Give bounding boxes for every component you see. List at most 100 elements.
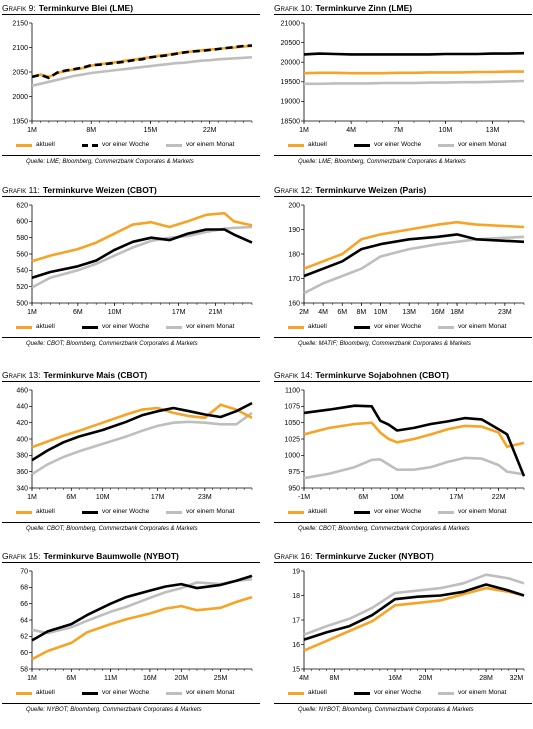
chart-panel: Grafik 10: Terminkurve Zinn (LME) 18500 190… bbox=[274, 3, 532, 181]
legend-swatch bbox=[288, 144, 304, 147]
series-line-vor-einer-Woche bbox=[31, 44, 253, 80]
legend-label: vor einer Woche bbox=[102, 689, 150, 696]
source-note: Quelle: CBOT; Bloomberg, Commerzbank Cor… bbox=[26, 341, 198, 347]
x-tick-label: 4M bbox=[318, 309, 328, 316]
figure-number: 11: bbox=[28, 185, 40, 195]
y-tick-label: 440 bbox=[16, 404, 28, 411]
y-tick-label: 420 bbox=[16, 420, 28, 427]
x-tick-label: 6M bbox=[66, 675, 76, 682]
x-tick-label: 22M bbox=[492, 494, 506, 501]
x-tick-label: 20M bbox=[174, 675, 188, 682]
legend-label: vor einem Monat bbox=[458, 689, 507, 696]
bottom-rule bbox=[2, 703, 260, 704]
x-tick-label: 22M bbox=[203, 127, 217, 134]
series-line-vor-einer-Woche bbox=[303, 51, 525, 56]
legend-label: vor einem Monat bbox=[186, 689, 235, 696]
y-tick-label: 20500 bbox=[281, 40, 301, 47]
figure-title: Terminkurve Weizen (Paris) bbox=[315, 185, 427, 195]
x-tick-label: 28M bbox=[479, 675, 493, 682]
y-tick-label: 66 bbox=[20, 601, 28, 608]
legend-swatch bbox=[166, 326, 182, 329]
title-rule bbox=[274, 14, 532, 15]
bottom-rule bbox=[274, 337, 532, 338]
legend-label: aktuell bbox=[308, 689, 327, 696]
series-line-aktuell bbox=[303, 586, 525, 652]
series-line-vor-einem-Monat bbox=[304, 79, 525, 86]
series-line-aktuell bbox=[31, 44, 253, 79]
x-tick-label: 32M bbox=[510, 675, 524, 682]
figure-label: Grafik bbox=[274, 3, 299, 13]
legend: aktuell vor einer Woche vor einem Monat bbox=[288, 689, 528, 699]
chart-panel: Grafik 9: Terminkurve Blei (LME) 1950 2000 2… bbox=[2, 3, 260, 181]
figure-title: Terminkurve Zinn (LME) bbox=[315, 3, 413, 13]
source-note: Quelle: NYBOT; Bloomberg, Commerzbank Co… bbox=[26, 707, 202, 713]
y-tick-label: 70 bbox=[20, 568, 28, 575]
y-tick-label: 68 bbox=[20, 585, 28, 592]
x-tick-label: 15M bbox=[144, 127, 158, 134]
legend-label: vor einer Woche bbox=[102, 508, 150, 515]
source-note: Quelle: MATIF; Bloomberg, Commerzbank Co… bbox=[298, 341, 471, 347]
legend-label: aktuell bbox=[36, 141, 55, 148]
legend: aktuell vor einer Woche vor einem Monat bbox=[16, 323, 256, 333]
y-tick-label: 400 bbox=[16, 436, 28, 443]
legend-label: vor einer Woche bbox=[374, 689, 422, 696]
legend-swatch bbox=[166, 692, 182, 695]
series-line-vor-einer-Woche bbox=[31, 574, 253, 642]
x-tick-label: 23M bbox=[498, 309, 512, 316]
y-tick-label: 560 bbox=[16, 251, 28, 258]
figure-label: Grafik bbox=[274, 370, 299, 380]
legend-label: aktuell bbox=[308, 141, 327, 148]
bottom-rule bbox=[274, 155, 532, 156]
y-tick-label: 580 bbox=[16, 235, 28, 242]
chart-title: Grafik 12: Terminkurve Weizen (Paris) bbox=[274, 185, 426, 195]
legend-swatch bbox=[16, 511, 32, 514]
title-rule bbox=[274, 381, 532, 382]
y-tick-label: 460 bbox=[16, 387, 28, 394]
x-tick-label: 4M bbox=[299, 675, 309, 682]
chart-panel: Grafik 16: Terminkurve Zucker (NYBOT) 15 16… bbox=[274, 551, 532, 729]
y-tick-label: 2100 bbox=[12, 45, 28, 52]
figure-label: Grafik bbox=[274, 185, 299, 195]
line-chart: 1950 2000 2050 2100 2150 1M 8M 15M 22M bbox=[12, 20, 253, 134]
legend-label: vor einer Woche bbox=[374, 141, 422, 148]
legend-swatch bbox=[354, 692, 370, 695]
figure-title: Terminkurve Sojabohnen (CBOT) bbox=[315, 370, 449, 380]
legend-swatch bbox=[16, 692, 32, 695]
x-tick-label: 1M bbox=[27, 309, 37, 316]
x-tick-label: 8M bbox=[86, 127, 96, 134]
chart-title: Grafik 14: Terminkurve Sojabohnen (CBOT) bbox=[274, 370, 449, 380]
x-tick-label: 6M bbox=[73, 309, 83, 316]
legend-label: aktuell bbox=[308, 508, 327, 515]
x-tick-label: 10M bbox=[374, 309, 388, 316]
title-rule bbox=[2, 562, 260, 563]
legend-swatch bbox=[166, 144, 182, 147]
series-line-vor-einer-Woche bbox=[31, 228, 253, 279]
chart-title: Grafik 11: Terminkurve Weizen (CBOT) bbox=[2, 185, 157, 195]
chart-title: Grafik 16: Terminkurve Zucker (NYBOT) bbox=[274, 551, 434, 561]
figure-title: Terminkurve Mais (CBOT) bbox=[43, 370, 148, 380]
legend-swatch bbox=[288, 692, 304, 695]
x-tick-label: 16M bbox=[388, 675, 402, 682]
y-tick-label: 190 bbox=[288, 227, 300, 234]
x-tick-label: 1M bbox=[299, 127, 309, 134]
line-chart: 340 360 380 400 420 440 460 1M 6M 10M 17M 23M bbox=[16, 387, 253, 501]
x-tick-label: 1M bbox=[27, 127, 37, 134]
legend-swatch bbox=[354, 511, 370, 514]
x-tick-label: -1M bbox=[298, 494, 310, 501]
x-tick-label: 23M bbox=[198, 494, 212, 501]
line-chart: 950 975 1000 1025 1050 1075 1100 -1M 6M 10M 17M 22M bbox=[284, 387, 526, 501]
series-line-aktuell bbox=[31, 595, 253, 661]
y-tick-label: 540 bbox=[16, 268, 28, 275]
line-chart: 58 60 62 64 66 68 70 1M 6M 11M 16M 20M 25M bbox=[20, 568, 253, 682]
figure-label: Grafik bbox=[2, 370, 27, 380]
figure-number: 14: bbox=[300, 370, 313, 380]
y-tick-label: 950 bbox=[288, 485, 300, 492]
legend-label: vor einem Monat bbox=[186, 141, 235, 148]
series-line-vor-einem-Monat bbox=[31, 56, 253, 87]
legend-label: aktuell bbox=[308, 323, 327, 330]
y-tick-label: 620 bbox=[16, 202, 28, 209]
y-tick-label: 19 bbox=[292, 568, 300, 575]
figure-number: 9: bbox=[28, 3, 36, 13]
figure-title: Terminkurve Zucker (NYBOT) bbox=[315, 551, 434, 561]
bottom-rule bbox=[274, 703, 532, 704]
